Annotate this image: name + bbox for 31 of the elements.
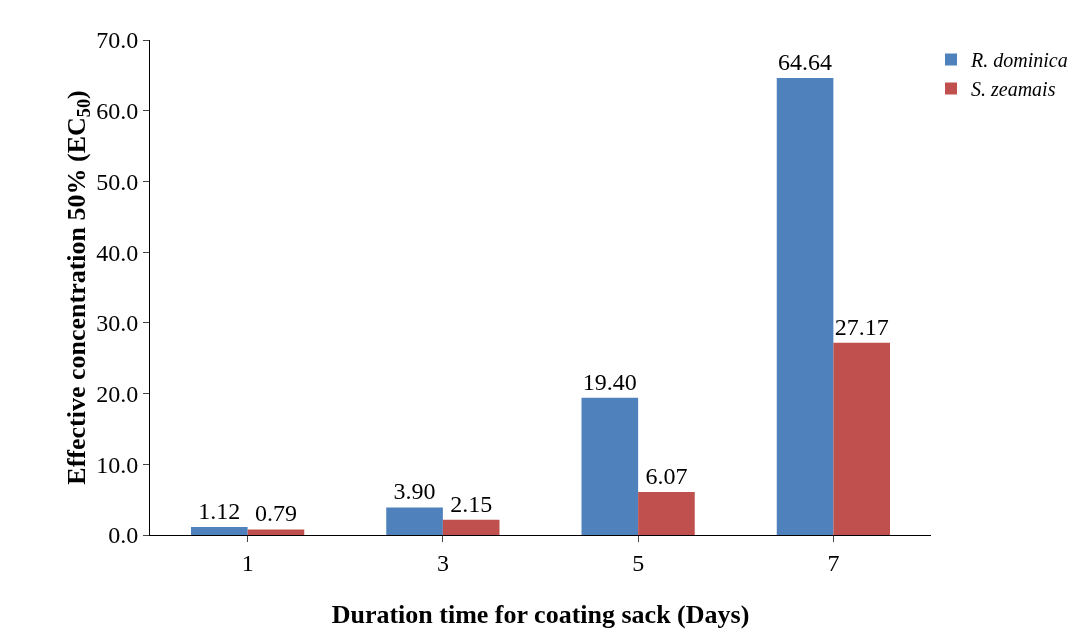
data-label: 6.07 [645,463,688,490]
data-label: 1.12 [198,498,241,525]
data-label: 64.64 [778,48,833,75]
y-tick-label: 70.0 [96,27,139,54]
bar [776,77,834,535]
legend-label: S. zeamais [971,78,1056,101]
y-tick-label: 30.0 [96,310,139,337]
y-tick-label: 40.0 [96,239,139,266]
data-label: 0.79 [254,500,297,527]
bar [638,492,695,535]
bar [191,527,248,535]
legend-label: R. dominica [970,49,1068,72]
bar [833,342,890,535]
bar [442,519,500,535]
y-tick-label: 60.0 [96,98,139,125]
data-label: 3.90 [393,478,436,505]
x-tick-label: 5 [632,549,645,576]
x-tick-label: 3 [436,549,449,576]
bar [386,507,443,535]
data-label: 27.17 [834,313,889,340]
x-tick-label: 1 [241,549,254,576]
y-tick-label: 10.0 [96,451,139,478]
data-label: 19.40 [582,368,637,395]
y-tick-label: 50.0 [96,168,139,195]
data-label: 2.15 [450,490,493,517]
bar [247,529,305,535]
y-tick-label: 20.0 [96,380,139,407]
bar [581,397,639,535]
y-tick-label: 0.0 [108,522,139,549]
x-axis-title: Duration time for coating sack (Days) [331,600,750,629]
x-tick-label: 7 [827,549,840,576]
